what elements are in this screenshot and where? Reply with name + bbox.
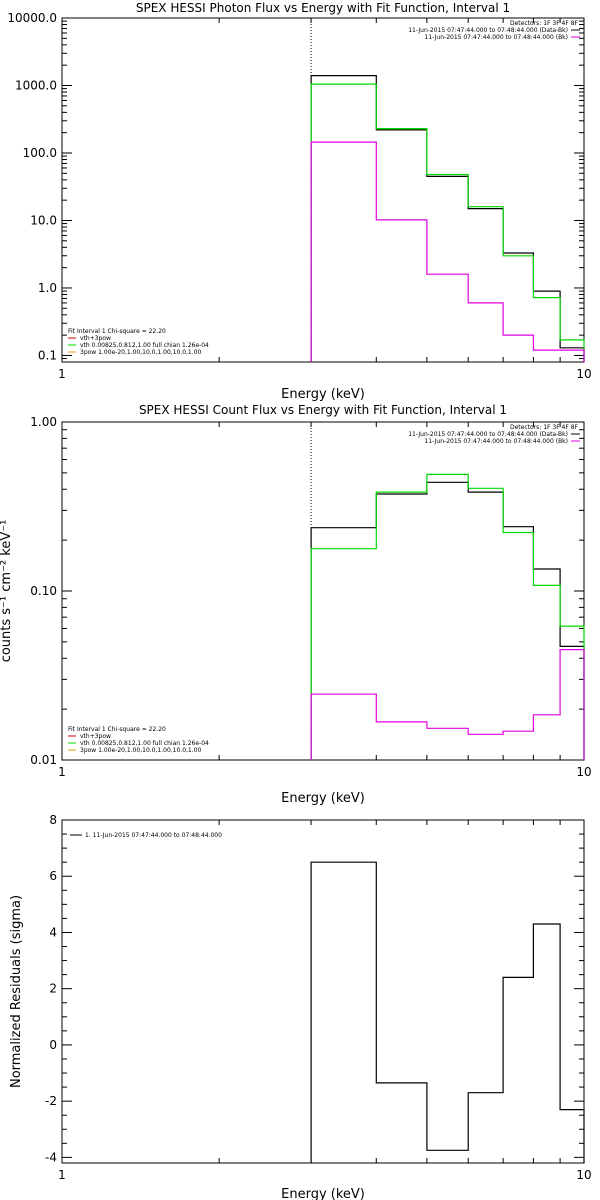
y-tick-label: -4 bbox=[45, 1150, 57, 1164]
x-tick-label: 10 bbox=[576, 1168, 591, 1182]
y-tick-label: 8 bbox=[49, 813, 57, 827]
plot-frame bbox=[61, 17, 585, 363]
y-tick-label: 6 bbox=[49, 869, 57, 883]
y-axis-label: counts s⁻¹ cm⁻² keV⁻¹ bbox=[0, 520, 14, 663]
x-tick-label: 10 bbox=[576, 367, 591, 381]
chart-panel-3: Energy (keV) Normalized Residuals (sigma)… bbox=[9, 813, 592, 1200]
y-tick-label: 0.01 bbox=[30, 753, 57, 767]
chart-title: SPEX HESSI Count Flux vs Energy with Fit… bbox=[139, 403, 507, 417]
legend-text: Detectors: 1F 3F 4F 8F bbox=[510, 20, 579, 27]
series-line-3 bbox=[310, 141, 585, 362]
y-tick-label: 100.0 bbox=[23, 146, 57, 160]
legend-text: 3pow 1.00e-20,1.00,10.0,1.00,10.0,1.00 bbox=[80, 349, 201, 356]
plot-frame bbox=[61, 421, 585, 761]
y-tick-label: 0 bbox=[49, 1038, 57, 1052]
chart-title: SPEX HESSI Photon Flux vs Energy with Fi… bbox=[136, 1, 510, 15]
legend-text: 1. 11-Jun-2015 07:47:44.000 to 07:48:44.… bbox=[85, 832, 222, 839]
legend-text: 11-Jun-2015 07:47:44.000 to 07:48:44.000… bbox=[408, 431, 568, 438]
series-line-2 bbox=[310, 83, 585, 362]
x-tick-label: 1 bbox=[58, 765, 66, 779]
legend-text: 11-Jun-2015 07:47:44.000 to 07:48:44.000… bbox=[425, 438, 568, 445]
legend-text: Detectors: 1F 3F 4F 8F bbox=[510, 424, 579, 431]
legend-text: 3pow 1.00e-20,1.00,10.0,1.00,10.0,1.00 bbox=[80, 747, 201, 754]
legend-text: vth 0.00825,0.812,1.00 full chian 1.26e-… bbox=[80, 740, 209, 747]
x-tick-label: 1 bbox=[58, 367, 66, 381]
y-tick-label: 1000.0 bbox=[15, 78, 57, 92]
chart-panel-2: SPEX HESSI Count Flux vs Energy with Fit… bbox=[0, 403, 592, 806]
y-tick-label: 4 bbox=[49, 925, 57, 939]
legend-text: 11-Jun-2015 07:47:44.000 to 07:48:44.000… bbox=[425, 34, 568, 41]
chart-panel-1: SPEX HESSI Photon Flux vs Energy with Fi… bbox=[7, 1, 591, 402]
y-axis-label: Normalized Residuals (sigma) bbox=[9, 895, 24, 1088]
legend-text: 11-Jun-2015 07:47:44.000 to 07:48:44.000… bbox=[408, 27, 568, 34]
x-tick-label: 10 bbox=[576, 765, 591, 779]
y-tick-label: 0.1 bbox=[38, 348, 57, 362]
y-tick-label: 2 bbox=[49, 982, 57, 996]
series-line-1 bbox=[310, 861, 585, 1163]
legend-text: vth+3pow bbox=[80, 733, 111, 740]
y-tick-label: 10.0 bbox=[30, 213, 57, 227]
y-tick-label: 1.00 bbox=[30, 415, 57, 429]
y-tick-label: 10000.0 bbox=[7, 11, 57, 25]
legend-text: Fit Interval 1 Chi-square = 22.20 bbox=[68, 328, 166, 335]
series-line-1 bbox=[310, 481, 585, 760]
legend-text: Fit Interval 1 Chi-square = 22.20 bbox=[68, 726, 166, 733]
y-tick-label: -2 bbox=[45, 1094, 57, 1108]
x-axis-label: Energy (keV) bbox=[281, 387, 365, 402]
legend-text: vth 0.00825,0.812,1.00 full chian 1.26e-… bbox=[80, 342, 209, 349]
legend-text: vth+3pow bbox=[80, 335, 111, 342]
series-line-3 bbox=[310, 649, 585, 760]
x-axis-label: Energy (keV) bbox=[281, 791, 365, 806]
x-axis-label: Energy (keV) bbox=[281, 1187, 365, 1200]
x-tick-label: 1 bbox=[58, 1168, 66, 1182]
y-tick-label: 0.10 bbox=[30, 584, 57, 598]
plot-frame bbox=[61, 819, 585, 1164]
y-tick-label: 1.0 bbox=[38, 281, 57, 295]
series-line-2 bbox=[310, 473, 585, 760]
series-line-1 bbox=[310, 75, 585, 362]
